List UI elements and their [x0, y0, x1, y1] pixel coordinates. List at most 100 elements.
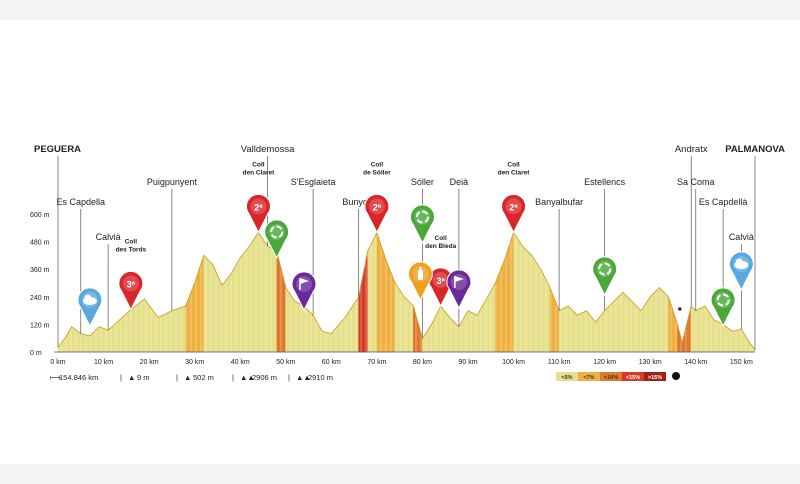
climb-category: 3ª — [436, 276, 445, 286]
cloud-shape — [735, 258, 743, 266]
y-tick-label: 240 m — [30, 295, 50, 302]
x-tick-label: 0 km — [50, 359, 65, 366]
profile-segment — [203, 254, 214, 353]
place-label: Sóller — [411, 177, 434, 187]
climb-name-line1: Coll — [371, 161, 383, 168]
legend-dot — [672, 372, 680, 380]
climb-marker — [118, 270, 144, 311]
top-band — [0, 20, 800, 110]
profile-segment — [690, 305, 697, 353]
flag-icon — [291, 271, 317, 312]
stat-value: 154.846 km — [59, 373, 98, 382]
place-label: Estellencs — [584, 177, 626, 187]
legend-swatch — [622, 372, 644, 381]
legend-label: <5% — [561, 375, 572, 381]
cloud-icon — [728, 251, 754, 292]
y-tick-label: 0 m — [30, 350, 42, 357]
x-tick-label: 90 km — [458, 359, 477, 366]
legend-swatch — [644, 372, 666, 381]
place-label: Deià — [450, 177, 469, 187]
stat-icon: ⟼ — [50, 373, 62, 382]
stat-value: 9 m — [137, 373, 150, 382]
x-tick-label: 80 km — [413, 359, 432, 366]
place-label: Calvià — [96, 232, 121, 242]
x-tick-label: 60 km — [322, 359, 341, 366]
x-tick-label: 70 km — [367, 359, 386, 366]
stat-icon: ▲▲ — [296, 373, 311, 382]
legend-label: <15% — [626, 375, 640, 381]
profile-segment — [331, 316, 346, 353]
recycle-shape — [716, 293, 730, 307]
y-tick-label: 480 m — [30, 240, 50, 247]
place-label: Es Capdella — [57, 197, 106, 207]
stat-separator: | — [288, 373, 290, 382]
profile-segment — [731, 328, 742, 353]
profile-segment — [185, 282, 195, 353]
legend-swatch — [556, 372, 578, 381]
y-tick-label: 600 m — [30, 212, 50, 219]
x-tick-label: 120 km — [593, 359, 616, 366]
stat-icon: ▲▲ — [240, 373, 255, 382]
profile-segment — [649, 286, 660, 353]
profile-segment — [422, 323, 432, 353]
stat-separator: | — [176, 373, 178, 382]
x-tick-label: 140 km — [684, 359, 707, 366]
profile-segment — [80, 333, 91, 353]
place-label: S'Esglaieta — [291, 177, 336, 187]
profile-segment — [713, 319, 724, 353]
x-tick-label: 100 km — [502, 359, 525, 366]
marker-dot — [678, 307, 682, 311]
profile-segment — [558, 305, 569, 353]
climb-category: 2ª — [509, 202, 518, 212]
x-tick-label: 130 km — [639, 359, 662, 366]
profile-segment — [440, 305, 451, 353]
stat-value: 2906 m — [252, 373, 277, 382]
stat-icon: ▲ — [184, 373, 191, 382]
profile-segment — [695, 305, 706, 353]
climb-marker-inner — [122, 275, 139, 292]
place-label: Puigpunyent — [147, 177, 198, 187]
profile-segment — [239, 245, 250, 353]
climb-marker — [245, 193, 271, 234]
profile-segment — [285, 286, 296, 353]
climb-marker-inner — [505, 198, 522, 215]
profile-segment — [171, 305, 186, 353]
bottle-shape — [417, 270, 423, 280]
climb-name-line1: Coll — [435, 235, 447, 242]
legend-label: <7% — [583, 375, 594, 381]
climb-name-line1: Coll — [252, 161, 264, 168]
y-tick-label: 120 m — [30, 322, 50, 329]
bottom-band — [0, 392, 800, 464]
profile-segment — [577, 310, 587, 353]
legend-label: >15% — [648, 375, 662, 381]
stat-icon: ▲ — [128, 373, 135, 382]
stat-separator: | — [120, 373, 122, 382]
stat-separator: | — [232, 373, 234, 382]
x-tick-label: 40 km — [231, 359, 250, 366]
profile-segment — [221, 272, 232, 353]
climb-name-line2: des Tords — [116, 246, 147, 253]
profile-segment — [522, 245, 533, 353]
profile-segment — [267, 245, 277, 353]
x-tick-label: 50 km — [276, 359, 295, 366]
flag-icon-inner — [296, 276, 312, 292]
profile-segment — [303, 305, 314, 353]
recycle-shape — [598, 262, 612, 276]
flag-icon — [446, 269, 472, 310]
legend-label: <10% — [604, 375, 618, 381]
x-tick-label: 150 km — [730, 359, 753, 366]
x-tick-label: 30 km — [185, 359, 204, 366]
flag-icon-inner — [450, 274, 467, 290]
profile-segment — [98, 326, 109, 353]
climb-name-line2: den Bleda — [425, 243, 456, 250]
place-label: Bunyola — [342, 197, 375, 207]
climb-marker — [501, 193, 527, 234]
climb-marker-inner — [250, 198, 267, 215]
profile-segment — [741, 327, 749, 353]
climb-category: 2ª — [254, 202, 263, 212]
profile-segment — [540, 269, 551, 353]
profile-segment — [495, 259, 505, 353]
profile-segment — [344, 295, 359, 353]
cloud-shape — [84, 294, 92, 302]
